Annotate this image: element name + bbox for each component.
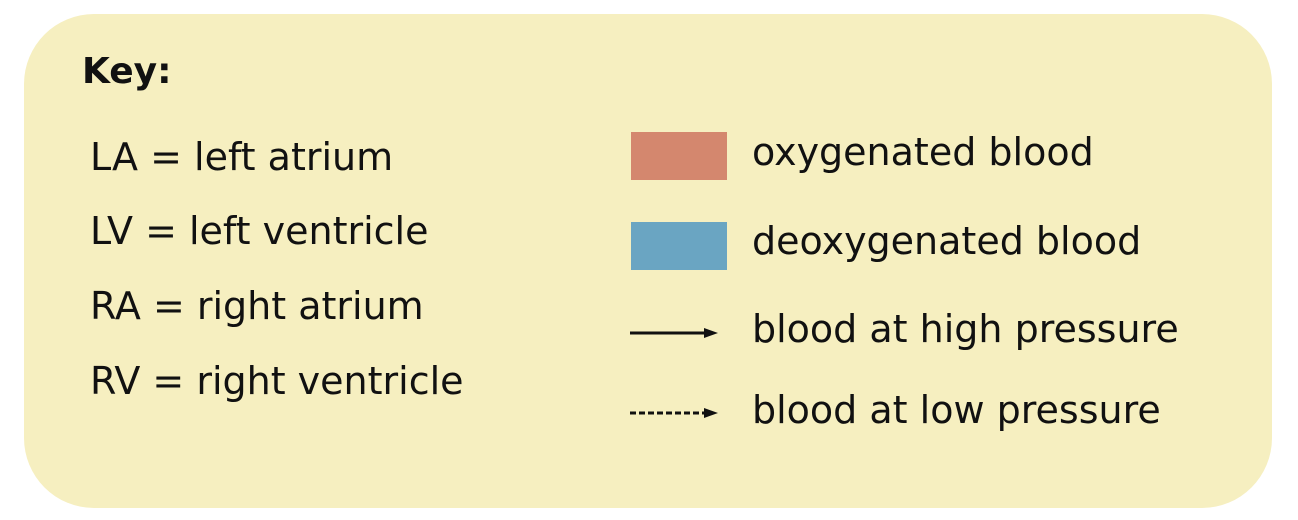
- oxygenated-swatch: [631, 132, 727, 180]
- abbreviation-ra: RA = right atrium: [90, 284, 424, 328]
- dashed-arrow-icon: [630, 408, 718, 418]
- abbreviation-lv: LV = left ventricle: [90, 209, 429, 253]
- key-title: Key:: [82, 51, 172, 92]
- abbreviation-rv: RV = right ventricle: [90, 359, 464, 403]
- solid-arrow-icon: [630, 328, 718, 338]
- high-pressure-label: blood at high pressure: [752, 307, 1179, 351]
- deoxygenated-label: deoxygenated blood: [752, 219, 1142, 263]
- abbreviation-la: LA = left atrium: [90, 135, 394, 179]
- key-panel: Key: LA = left atrium LV = left ventricl…: [24, 14, 1272, 508]
- deoxygenated-swatch: [631, 222, 727, 270]
- oxygenated-label: oxygenated blood: [752, 130, 1094, 174]
- low-pressure-label: blood at low pressure: [752, 388, 1161, 432]
